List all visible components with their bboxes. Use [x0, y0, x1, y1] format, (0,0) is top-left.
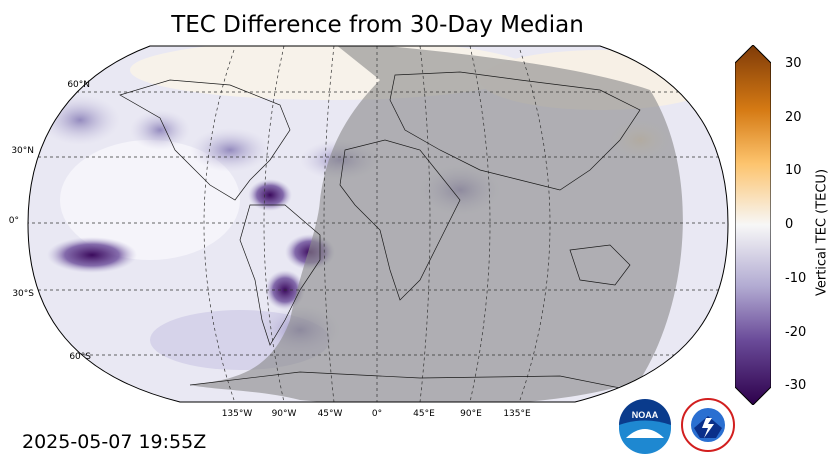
cbar-tick-30: 30: [785, 56, 802, 71]
lon-label-45w: 45°W: [317, 409, 343, 419]
colorbar: [735, 45, 771, 405]
lat-label-30s: 30°S: [12, 289, 34, 299]
lon-label-135e: 135°E: [503, 409, 531, 419]
lat-label-60s: 60°S: [69, 352, 91, 362]
cbar-tick-10: 10: [785, 163, 802, 178]
agency-logos: NOAA: [619, 398, 735, 454]
lon-label-90w: 90°W: [271, 409, 297, 419]
lon-label-90e: 90°E: [460, 409, 482, 419]
cbar-tick-neg30: -30: [785, 378, 807, 393]
lon-label-0: 0°: [371, 409, 383, 419]
lat-label-30n: 30°N: [11, 146, 34, 156]
colorbar-label: Vertical TEC (TECU): [814, 168, 830, 297]
cbar-tick-0: 0: [785, 217, 794, 232]
lon-label-45e: 45°E: [413, 409, 435, 419]
noaa-logo: NOAA: [619, 399, 671, 454]
cbar-tick-neg10: -10: [785, 271, 807, 286]
lat-label-60n: 60°N: [67, 80, 90, 90]
cbar-tick-neg20: -20: [785, 325, 807, 340]
chart-title: TEC Difference from 30-Day Median: [171, 12, 584, 38]
noaa-text: NOAA: [632, 410, 659, 420]
cbar-tick-20: 20: [785, 110, 802, 125]
timestamp: 2025-05-07 19:55Z: [22, 431, 207, 453]
lon-label-135w: 135°W: [221, 409, 253, 419]
nws-logo: [681, 398, 735, 452]
lat-label-eq: 0°: [8, 216, 19, 226]
